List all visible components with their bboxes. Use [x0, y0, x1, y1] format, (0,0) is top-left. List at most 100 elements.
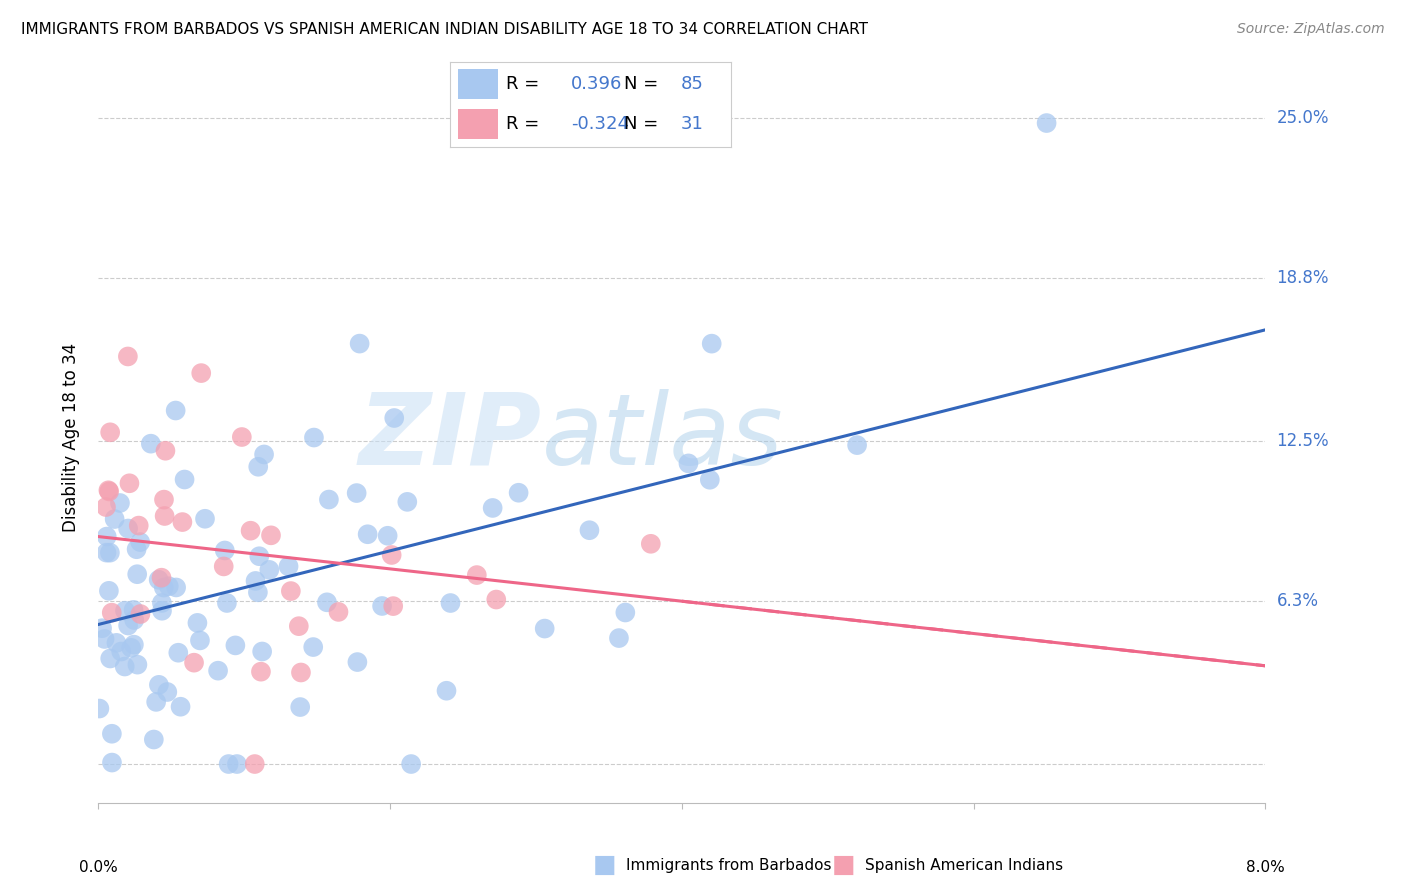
Point — [122, 603, 145, 617]
Point — [465, 568, 488, 582]
Point — [117, 618, 139, 632]
Point — [122, 613, 145, 627]
Point — [101, 727, 124, 741]
Text: 18.8%: 18.8% — [1277, 269, 1329, 287]
Point — [118, 476, 141, 491]
Point — [91, 621, 114, 635]
Point — [188, 633, 211, 648]
Point — [250, 665, 273, 679]
Point — [290, 700, 312, 714]
Point — [129, 607, 152, 621]
Text: IMMIGRANTS FROM BARBADOS VS SPANISH AMERICAN INDIAN DISABILITY AGE 18 TO 34 CORR: IMMIGRANTS FROM BARBADOS VS SPANISH AMER… — [21, 22, 868, 37]
Point — [139, 436, 162, 450]
Point — [640, 537, 662, 551]
Point — [678, 457, 700, 471]
Point — [288, 619, 311, 633]
Point — [153, 492, 176, 507]
Point — [302, 431, 325, 445]
Point — [253, 447, 276, 461]
Point — [302, 640, 325, 654]
Point — [846, 438, 869, 452]
Bar — [458, 109, 498, 139]
Point — [614, 606, 637, 620]
Point — [439, 596, 461, 610]
Point — [117, 521, 139, 535]
Point — [371, 599, 394, 613]
Point — [129, 535, 152, 549]
Point — [239, 524, 262, 538]
Point — [98, 651, 121, 665]
Point — [110, 644, 132, 658]
Point — [277, 559, 299, 574]
Point — [226, 757, 249, 772]
Point — [485, 592, 508, 607]
Text: ■: ■ — [593, 854, 616, 877]
Point — [169, 699, 191, 714]
Text: 8.0%: 8.0% — [1246, 860, 1285, 875]
Point — [328, 605, 350, 619]
Point — [120, 640, 142, 655]
Point — [93, 632, 115, 646]
Text: 6.3%: 6.3% — [1277, 592, 1319, 610]
Point — [247, 549, 270, 564]
Point — [150, 604, 173, 618]
Point — [97, 583, 120, 598]
Point — [153, 581, 176, 595]
Point — [280, 584, 302, 599]
Point — [186, 615, 208, 630]
Point — [290, 665, 312, 680]
Point — [318, 492, 340, 507]
Text: ZIP: ZIP — [359, 389, 541, 485]
Point — [245, 574, 267, 588]
Point — [207, 664, 229, 678]
Text: N =: N = — [624, 115, 664, 133]
Point — [104, 512, 127, 526]
Bar — [458, 70, 498, 99]
Point — [607, 631, 630, 645]
Point — [436, 683, 458, 698]
Point — [377, 529, 399, 543]
Point — [150, 571, 173, 585]
Point — [105, 636, 128, 650]
Point — [127, 657, 149, 672]
Text: 12.5%: 12.5% — [1277, 432, 1329, 450]
Text: ■: ■ — [832, 854, 855, 877]
Text: atlas: atlas — [541, 389, 783, 485]
Point — [382, 599, 405, 613]
Point — [96, 530, 118, 544]
Point — [165, 403, 187, 417]
Point — [214, 543, 236, 558]
Point — [699, 473, 721, 487]
Point — [218, 757, 240, 772]
Point — [148, 678, 170, 692]
Point — [150, 596, 173, 610]
Point — [231, 430, 253, 444]
Point — [94, 500, 117, 514]
Point — [157, 579, 180, 593]
Point — [114, 659, 136, 673]
Point — [481, 500, 503, 515]
Point — [101, 756, 124, 770]
Point — [165, 581, 187, 595]
Point — [349, 336, 371, 351]
Point — [156, 685, 179, 699]
Point — [98, 546, 121, 560]
Point — [578, 523, 600, 537]
Text: 85: 85 — [681, 75, 703, 93]
Y-axis label: Disability Age 18 to 34: Disability Age 18 to 34 — [62, 343, 80, 532]
Text: 25.0%: 25.0% — [1277, 109, 1329, 127]
Point — [316, 595, 339, 609]
Point — [700, 336, 723, 351]
Point — [142, 732, 165, 747]
Point — [243, 757, 266, 772]
Point — [399, 757, 422, 772]
Point — [173, 473, 195, 487]
Point — [122, 638, 145, 652]
Point — [167, 646, 190, 660]
Point — [194, 512, 217, 526]
Text: Immigrants from Barbados: Immigrants from Barbados — [626, 858, 831, 872]
Point — [247, 459, 270, 474]
Point — [346, 655, 368, 669]
Point — [148, 573, 170, 587]
Text: N =: N = — [624, 75, 664, 93]
